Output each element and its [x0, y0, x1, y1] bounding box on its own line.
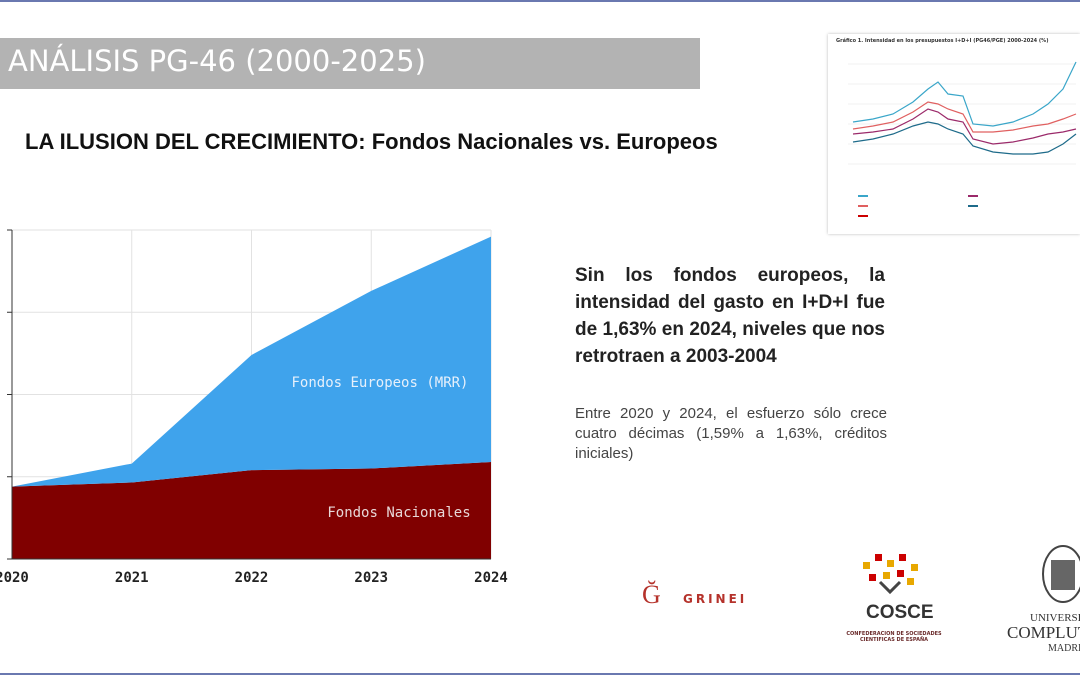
headline: Sin los fondos europeos, la intensidad d… [575, 265, 885, 367]
x-tick-label: 2020 [0, 570, 29, 586]
area [12, 236, 491, 487]
slide-subtitle: LA ILUSION DEL CRECIMIENTO: Fondos Nacio… [25, 129, 718, 154]
note: Entre 2020 y 2024, el esfuerzo sólo crec… [575, 405, 887, 462]
ucm-crest [1042, 545, 1080, 603]
chart: 2020 2021 2022 2023 2024 Fondos Nacionales Fon… [0, 229, 508, 586]
ucm-line: MADRID [1048, 643, 1080, 654]
x-tick-label: 2024 [474, 570, 508, 586]
x-tick-label: 2022 [235, 570, 269, 586]
title-bar [0, 38, 700, 89]
ucm-line: COMPLUTENSE [1007, 623, 1080, 642]
x-tick-label: 2023 [354, 570, 388, 586]
ucm-line: UNIVERSIDAD [1030, 612, 1080, 624]
cosce-logo: COSCE [866, 602, 934, 623]
cosce-fullname: CONFEDERACION DE SOCIEDADES CIENTIFICAS … [846, 631, 942, 643]
area [12, 461, 491, 559]
cosce-icon [863, 554, 918, 595]
grinei-logo: GRINEI [683, 592, 748, 606]
thumbnail-graphic [848, 61, 1077, 217]
x-tick-label: 2021 [115, 570, 149, 586]
slide-title: ANÁLISIS PG-46 (2000-2025) [8, 44, 426, 78]
series-label: Fondos Europeos (MRR) [291, 375, 468, 391]
series-label: Fondos Nacionales [327, 505, 470, 521]
grinei-icon: Ğ [642, 580, 661, 609]
thumbnail-title: Gráfico 1. Intensidad en los presupuesto… [836, 38, 1049, 44]
thumbnail-chart: Gráfico 1. Intensidad en los presupuesto… [828, 34, 1080, 234]
